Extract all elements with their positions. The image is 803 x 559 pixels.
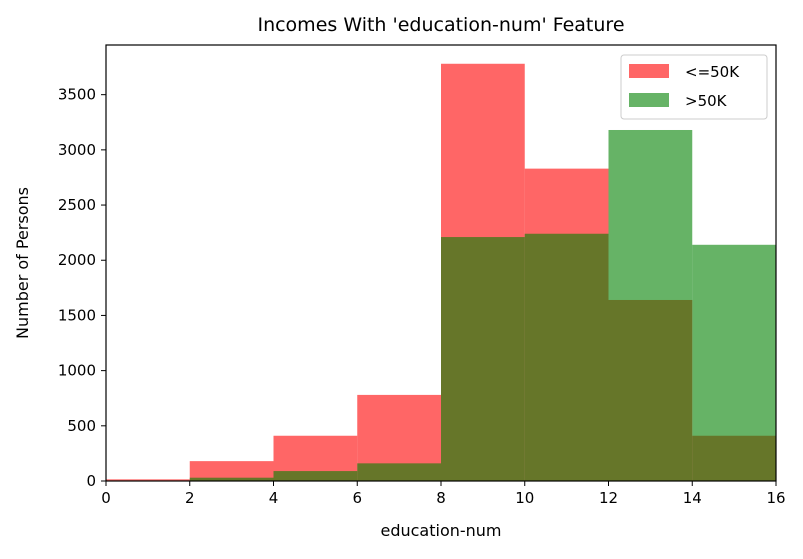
bar-gt-50k-bin-6 (608, 129, 693, 481)
y-tick-label-1: 500 (67, 417, 96, 435)
bar-le-50k-bin-0 (106, 479, 190, 481)
legend-swatch-le-50k (629, 64, 669, 78)
bar-le-50k-bin-1 (189, 461, 274, 481)
x-tick-label-8: 16 (766, 489, 785, 507)
y-tick-label-5: 2500 (58, 196, 96, 214)
bars-layer (106, 63, 776, 482)
legend-label-gt-50k: >50K (685, 92, 728, 110)
bar-gt-50k-bin-2 (273, 471, 358, 481)
x-tick-label-6: 12 (599, 489, 618, 507)
bar-gt-50k-bin-1 (189, 477, 274, 481)
legend-label-le-50k: <=50K (685, 63, 740, 81)
y-tick-label-6: 3000 (58, 141, 96, 159)
x-tick-label-3: 6 (352, 489, 362, 507)
x-axis-label: education-num (380, 521, 501, 540)
x-tick-label-4: 8 (436, 489, 446, 507)
x-tick-label-7: 14 (683, 489, 702, 507)
bar-gt-50k-bin-5 (524, 233, 609, 481)
y-axis-label: Number of Persons (13, 187, 32, 339)
y-axis: 0 500 1000 1500 2000 2500 3000 3500 (58, 86, 106, 490)
y-tick-label-2: 1000 (58, 362, 96, 380)
y-tick-label-7: 3500 (58, 86, 96, 104)
x-tick-label-0: 0 (101, 489, 111, 507)
y-tick-label-3: 1500 (58, 306, 96, 324)
y-tick-label-4: 2000 (58, 251, 96, 269)
x-tick-label-2: 4 (269, 489, 279, 507)
legend: <=50K >50K (620, 54, 768, 120)
x-tick-label-5: 10 (515, 489, 534, 507)
bar-gt-50k-bin-7 (692, 244, 776, 481)
x-tick-label-1: 2 (185, 489, 195, 507)
bar-gt-50k-bin-4 (441, 237, 525, 481)
bar-gt-50k-bin-3 (357, 463, 441, 481)
y-tick-label-0: 0 (86, 472, 96, 490)
x-axis: 0 2 4 6 8 10 12 14 16 (101, 481, 786, 507)
legend-swatch-gt-50k (629, 93, 669, 107)
chart-title: Incomes With 'education-num' Feature (257, 14, 624, 36)
